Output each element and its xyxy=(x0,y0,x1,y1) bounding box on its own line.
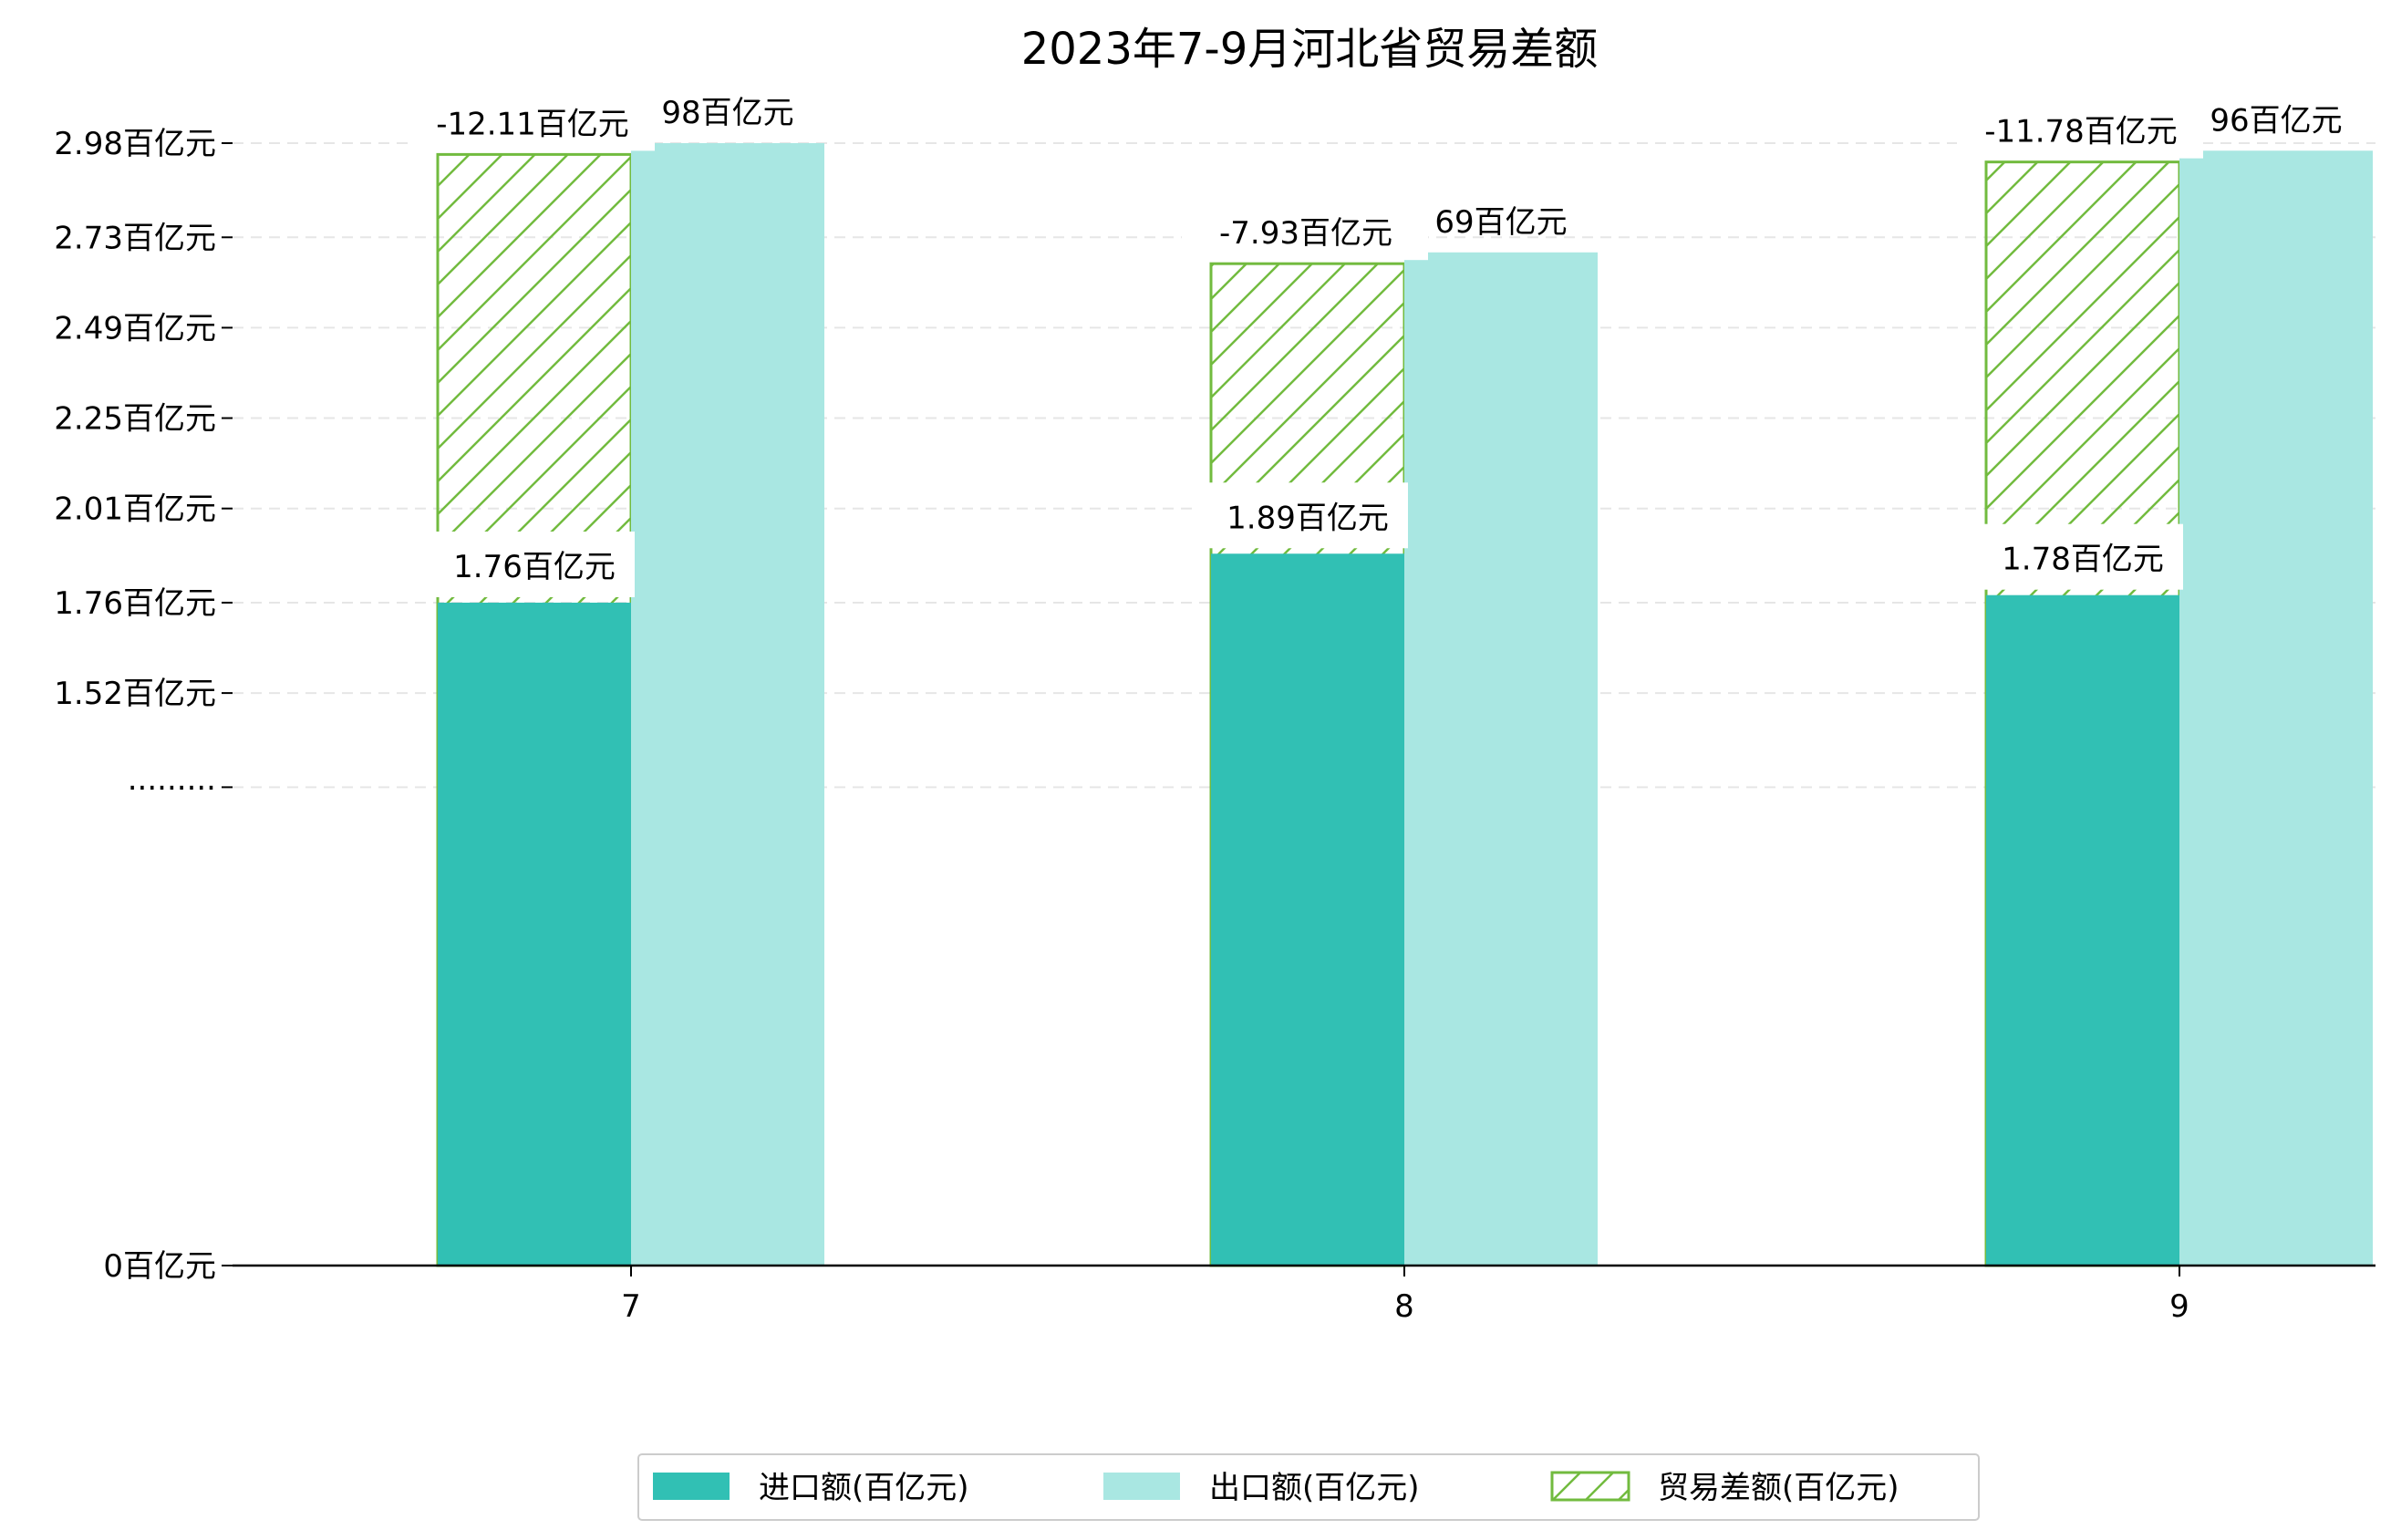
data-label-balance: -12.11百亿元 xyxy=(436,106,629,142)
y-tick-label: 2.01百亿元 xyxy=(54,491,216,528)
y-tick-label: ········· xyxy=(128,770,216,806)
x-tick-label: 7 xyxy=(621,1288,641,1325)
chart-title: 2023年7-9月河北省贸易差额 xyxy=(1021,24,1599,75)
data-label-export: 96百亿元 xyxy=(2210,102,2342,139)
bar-import xyxy=(1986,594,2179,1266)
label-box-import xyxy=(425,531,635,597)
data-label-balance: -11.78百亿元 xyxy=(1984,114,2178,150)
bar-export xyxy=(631,143,824,1266)
y-tick-label: 2.73百亿元 xyxy=(54,220,216,256)
y-tick-label: 2.25百亿元 xyxy=(54,401,216,438)
x-tick-label: 8 xyxy=(1394,1288,1414,1325)
data-label-import: 1.76百亿元 xyxy=(453,549,616,585)
bar-export xyxy=(1404,252,1598,1266)
label-box-balance xyxy=(1957,107,2203,159)
data-labels: 1.76百亿元 -12.11百亿元 98百亿元 1.89百亿元 -7.93百亿元 69百亿… xyxy=(409,95,2343,597)
label-box-balance xyxy=(409,99,655,151)
data-label-balance: -7.93百亿元 xyxy=(1219,215,1392,252)
y-tick-label: 0百亿元 xyxy=(103,1248,216,1285)
label-box-balance xyxy=(1182,209,1428,261)
y-tick-label: 1.76百亿元 xyxy=(54,585,216,622)
data-label-export: 98百亿元 xyxy=(661,95,793,131)
y-tick-label: 2.49百亿元 xyxy=(54,310,216,346)
axes: 0百亿元 ········· 1.52百亿元 1.76百亿元 2.01百亿元 2.25百亿… xyxy=(54,126,2375,1325)
legend-label: 贸易差额(百亿元) xyxy=(1658,1470,1899,1506)
bar-export xyxy=(2179,150,2373,1266)
data-label-export: 69百亿元 xyxy=(1434,204,1567,241)
x-tick-label: 9 xyxy=(2169,1288,2189,1325)
legend-label: 进口额(百亿元) xyxy=(759,1470,969,1506)
label-box-import xyxy=(1198,482,1408,549)
legend-swatch xyxy=(1103,1473,1180,1500)
data-label-import: 1.89百亿元 xyxy=(1227,500,1389,536)
legend-box xyxy=(637,1453,1980,1521)
bar-import xyxy=(438,602,631,1266)
legend-swatch xyxy=(653,1473,730,1500)
label-box-import xyxy=(1973,523,2183,590)
bars xyxy=(436,143,2373,1267)
data-label-import: 1.78百亿元 xyxy=(2002,542,2164,578)
y-tick-label: 1.52百亿元 xyxy=(54,676,216,712)
legend-label: 出口额(百亿元) xyxy=(1209,1470,1420,1506)
legend-swatch xyxy=(1550,1471,1630,1502)
y-tick-label: 2.98百亿元 xyxy=(54,126,216,162)
bar-import xyxy=(1211,553,1404,1266)
legend: 进口额(百亿元) 出口额(百亿元) 贸易差额(百亿元) xyxy=(637,1453,1980,1521)
